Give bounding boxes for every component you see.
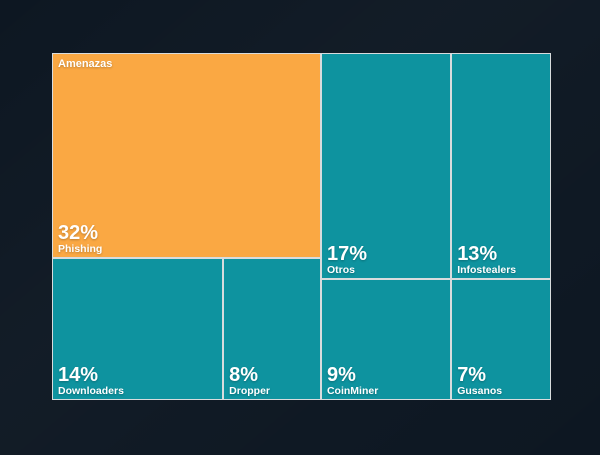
tile-label-group: 32% Phishing [58,223,102,255]
treemap-tile-dropper[interactable]: 8% Dropper [223,258,321,400]
treemap-tile-otros[interactable]: 17% Otros [320,53,452,279]
series-name-label: Amenazas [58,58,113,70]
treemap-tile-gusanos[interactable]: 7% Gusanos [451,278,551,400]
tile-label-group: 17% Otros [327,244,367,276]
treemap-tile-phishing[interactable]: Amenazas 32% Phishing [52,53,321,259]
tile-label-group: 7% Gusanos [457,365,502,397]
category-label: Infostealers [457,263,517,276]
category-label: Dropper [229,384,270,397]
treemap-tile-downloaders[interactable]: 14% Downloaders [52,258,224,400]
percent-label: 14% [58,363,99,386]
category-label: Downloaders [58,384,124,397]
treemap-chart: Amenazas 32% Phishing 17% Otros 13% Info… [52,53,551,400]
tile-label-group: 9% CoinMiner [327,365,378,397]
percent-label: 9% [326,363,356,386]
treemap-tile-infostealers[interactable]: 13% Infostealers [451,53,551,279]
category-label: CoinMiner [326,384,379,397]
category-label: Otros [326,263,355,276]
percent-label: 17% [326,242,367,265]
tile-label-group: 14% Downloaders [58,365,124,397]
tile-label-group: 13% Infostealers [457,244,516,276]
tile-label-group: 8% Dropper [229,365,270,397]
category-label: Phishing [58,243,103,255]
category-label: Gusanos [457,384,503,397]
percent-label: 8% [229,363,259,386]
percent-label: 7% [457,363,487,386]
percent-label: 13% [457,242,498,265]
percent-label: 32% [58,222,99,244]
treemap-tile-coinminer[interactable]: 9% CoinMiner [320,278,452,400]
